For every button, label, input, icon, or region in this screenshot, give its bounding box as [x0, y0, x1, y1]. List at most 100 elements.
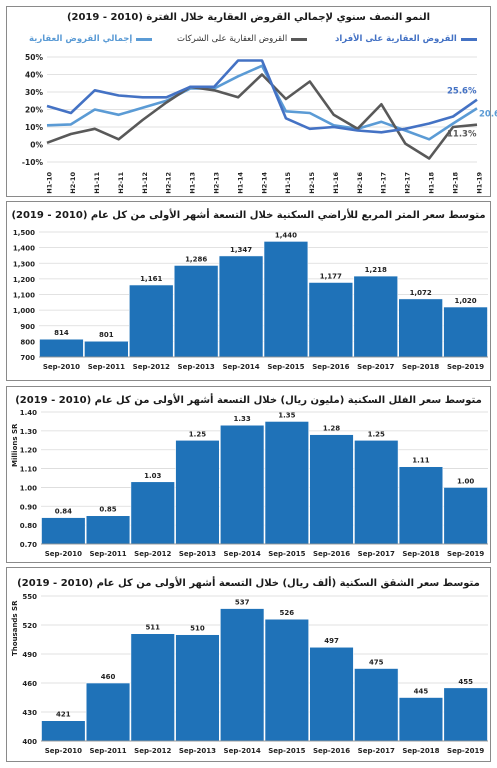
y-tick-label: 30% — [25, 88, 43, 97]
bar — [398, 697, 444, 742]
y-tick-label: 1.40 — [20, 409, 37, 417]
x-tick-label: H2-11 — [117, 172, 125, 194]
bar-value-label: 475 — [369, 659, 384, 667]
x-tick-label: H2-16 — [356, 172, 364, 194]
end-label-total: 20.6% — [479, 109, 497, 119]
bar — [175, 439, 220, 545]
bar-value-label: 1,440 — [275, 231, 297, 239]
end-label-individuals: 25.6% — [447, 87, 477, 97]
bar-value-label: 1,218 — [365, 266, 387, 274]
y-tick-label: 800 — [20, 338, 35, 346]
x-tick-label: Sep-2018 — [402, 747, 439, 755]
bar — [264, 618, 310, 742]
legend-individuals: القروض العقارية على الأفراد — [335, 34, 477, 44]
legend-individuals-label: القروض العقارية على الأفراد — [335, 34, 457, 44]
y-tick-label: 1,200 — [13, 276, 35, 284]
x-tick-label: Sep-2019 — [447, 747, 484, 755]
x-tick-label: Sep-2013 — [178, 363, 215, 371]
bar-value-label: 421 — [56, 711, 71, 719]
y-tick-label: 1,500 — [13, 229, 35, 237]
x-tick-label: H1-11 — [93, 172, 101, 194]
bar-value-label: 1.35 — [278, 411, 295, 419]
x-tick-label: Sep-2011 — [89, 550, 126, 558]
x-tick-label: Sep-2017 — [358, 550, 395, 558]
bar-value-label: 0.85 — [99, 506, 116, 514]
bar — [354, 668, 399, 742]
land-chart-title: متوسط سعر المتر المربع للأراضي السكنية خ… — [11, 210, 486, 221]
bar — [39, 338, 84, 358]
x-tick-label: H1-19 — [475, 172, 483, 194]
x-tick-label: H2-13 — [212, 172, 220, 194]
bar-value-label: 1.25 — [368, 430, 385, 438]
bar — [354, 439, 399, 545]
x-tick-label: Sep-2014 — [222, 363, 259, 371]
x-tick-label: Sep-2014 — [224, 747, 261, 755]
x-tick-label: Sep-2019 — [447, 550, 484, 558]
bar-value-label: 1,347 — [230, 246, 252, 254]
line-chart-panel: النمو النصف سنوي لإجمالي القروض العقارية… — [6, 6, 497, 197]
y-tick-label: 400 — [22, 738, 37, 746]
villa-price-panel: متوسط سعر الفلل السكنية (مليون ريال) خلا… — [6, 386, 491, 563]
y-tick-label: 520 — [22, 622, 37, 630]
y-tick-label: 0.80 — [20, 522, 37, 530]
villa-bar-chart-svg: 1.40 1.30 1.20 1.10 1.00 0.90 0.80 0.70 0.84 Sep-… — [20, 409, 488, 558]
bar-value-label: 814 — [54, 329, 69, 337]
series-line — [46, 59, 478, 134]
y-tick-label: 490 — [22, 651, 37, 659]
y-tick-label: 1,300 — [13, 260, 35, 268]
bar — [309, 434, 354, 545]
x-tick-label: H2-14 — [260, 172, 268, 194]
bar-value-label: 0.84 — [55, 508, 72, 516]
villa-chart-title: متوسط سعر الفلل السكنية (مليون ريال) خلا… — [15, 395, 482, 406]
bar-value-label: 510 — [190, 625, 205, 633]
x-tick-label: Sep-2012 — [133, 363, 170, 371]
y-tick-label: 1,100 — [13, 292, 35, 300]
series-line — [46, 73, 478, 160]
y-tick-label: 1,400 — [13, 245, 35, 253]
x-tick-label: Sep-2011 — [89, 747, 126, 755]
bar — [175, 634, 220, 742]
bar-value-label: 1.11 — [412, 457, 429, 465]
x-tick-label: H1-15 — [284, 172, 292, 194]
bar — [41, 720, 86, 742]
bar — [85, 682, 131, 742]
x-tick-label: Sep-2010 — [45, 550, 82, 558]
bar — [220, 424, 265, 545]
x-tick-label: Sep-2013 — [179, 550, 216, 558]
bar-value-label: 1.25 — [189, 430, 206, 438]
bar — [398, 466, 444, 545]
x-tick-label: H1-14 — [236, 172, 244, 194]
x-tick-label: Sep-2010 — [43, 363, 80, 371]
bar — [308, 282, 354, 358]
bar-value-label: 511 — [145, 624, 160, 632]
legend-swatch-icon — [291, 37, 308, 41]
bar-value-label: 1.00 — [457, 477, 474, 485]
y-tick-label: 700 — [20, 354, 35, 362]
x-tick-label: H1-12 — [141, 172, 149, 194]
x-tick-label: H1-10 — [45, 172, 53, 194]
legend-swatch-icon — [460, 37, 477, 41]
y-tick-label: 430 — [22, 709, 37, 717]
y-tick-label: 1.30 — [20, 428, 37, 436]
x-tick-label: H2-12 — [165, 172, 173, 194]
x-tick-label: Sep-2018 — [402, 363, 439, 371]
bar-value-label: 1.03 — [144, 472, 161, 480]
x-tick-label: Sep-2015 — [268, 550, 305, 558]
bar-value-label: 445 — [414, 688, 429, 696]
x-tick-label: Sep-2016 — [313, 747, 350, 755]
bar-value-label: 455 — [458, 678, 473, 686]
x-tick-label: H2-17 — [404, 172, 412, 194]
y-tick-label: 550 — [22, 593, 37, 601]
bar — [130, 633, 175, 742]
y-tick-label: -10% — [22, 158, 44, 167]
bar — [443, 487, 488, 545]
line-chart-title: النمو النصف سنوي لإجمالي القروض العقارية… — [66, 12, 431, 23]
bar-value-label: 1.28 — [323, 425, 340, 433]
bar — [443, 306, 488, 358]
y-tick-label: 20% — [25, 106, 43, 115]
x-tick-label: H2-10 — [69, 172, 77, 194]
bar — [130, 481, 175, 545]
x-tick-label: H1-18 — [427, 172, 435, 194]
y-tick-label: 0.90 — [20, 503, 37, 511]
bar — [264, 421, 310, 545]
